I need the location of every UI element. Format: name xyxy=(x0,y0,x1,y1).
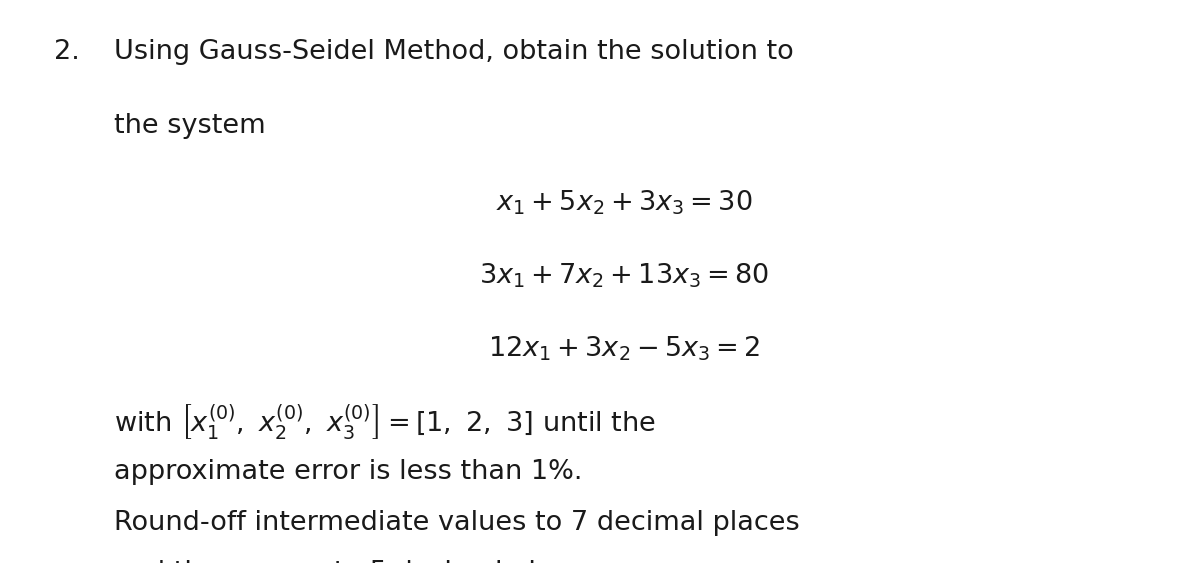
Text: the system: the system xyxy=(114,113,265,138)
Text: 2.: 2. xyxy=(54,39,79,65)
Text: $3x_1 + 7x_2 + 13x_3 = 80$: $3x_1 + 7x_2 + 13x_3 = 80$ xyxy=(479,262,769,291)
Text: with $\left[x_1^{(0)},\ x_2^{(0)},\ x_3^{(0)}\right] = [1,\ 2,\ 3]$ until the: with $\left[x_1^{(0)},\ x_2^{(0)},\ x_3^… xyxy=(114,403,656,442)
Text: Round-off intermediate values to 7 decimal places: Round-off intermediate values to 7 decim… xyxy=(114,510,799,535)
Text: $12x_1 + 3x_2 - 5x_3 = 2$: $12x_1 + 3x_2 - 5x_3 = 2$ xyxy=(488,335,760,364)
Text: approximate error is less than 1%.: approximate error is less than 1%. xyxy=(114,459,582,485)
Text: and the answer to 5 decimal places.: and the answer to 5 decimal places. xyxy=(114,560,607,563)
Text: $x_1 + 5x_2 + 3x_3 = 30$: $x_1 + 5x_2 + 3x_3 = 30$ xyxy=(496,189,752,217)
Text: Using Gauss-Seidel Method, obtain the solution to: Using Gauss-Seidel Method, obtain the so… xyxy=(114,39,793,65)
